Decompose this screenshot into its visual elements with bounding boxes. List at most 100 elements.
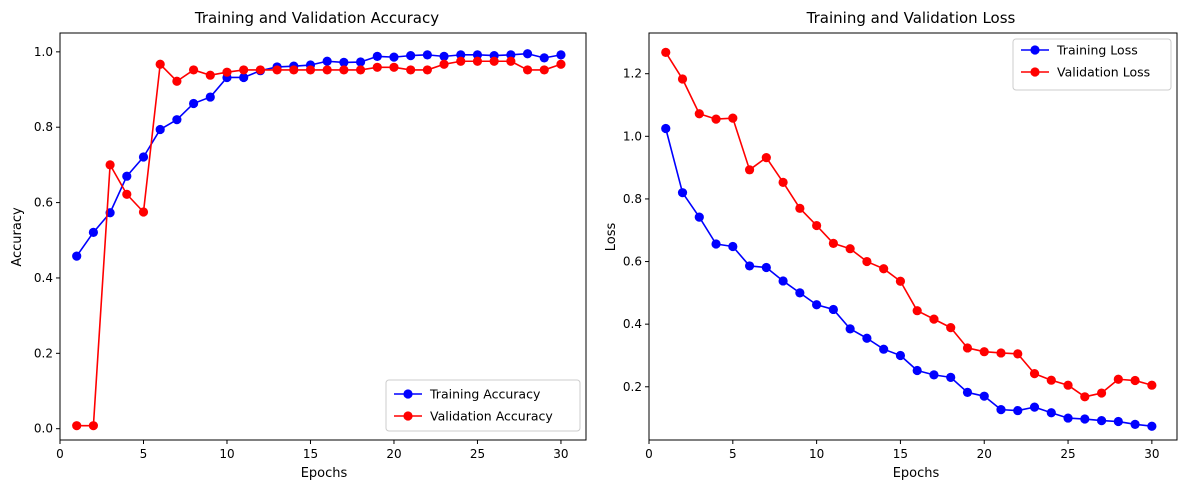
loss-point-training xyxy=(1029,402,1040,412)
loss-legend-box xyxy=(1012,38,1172,91)
accuracy-y-tick-label: 0.8 xyxy=(34,120,53,134)
loss-point-validation xyxy=(1147,380,1157,390)
loss-point-training xyxy=(895,350,906,361)
accuracy-point-training xyxy=(339,57,349,67)
accuracy-legend-label-training: Training Accuracy xyxy=(429,387,541,402)
accuracy-point-validation xyxy=(188,65,199,75)
loss-y-tick-label: 1.2 xyxy=(623,67,642,81)
accuracy-point-validation xyxy=(172,76,182,86)
accuracy-point-validation xyxy=(422,65,432,75)
loss-legend-label-training: Training Loss xyxy=(1056,43,1138,58)
loss-series-line-training xyxy=(664,128,1152,428)
accuracy-point-validation xyxy=(322,65,332,75)
loss-point-training xyxy=(812,300,822,310)
loss-point-training xyxy=(778,276,788,286)
loss-point-training xyxy=(929,370,939,380)
accuracy-point-validation xyxy=(506,56,516,66)
loss-point-training xyxy=(946,372,956,382)
accuracy-point-validation xyxy=(289,65,299,75)
loss-point-training xyxy=(1080,414,1090,424)
accuracy-point-validation xyxy=(222,67,232,77)
loss-series xyxy=(661,47,1157,431)
loss-point-training xyxy=(1147,421,1157,431)
accuracy-point-validation xyxy=(272,65,282,75)
loss-point-training xyxy=(879,344,889,354)
loss-y-tick-label: 0.8 xyxy=(623,192,642,206)
loss-point-validation xyxy=(1063,380,1073,390)
loss-legend-marker-validation xyxy=(1030,67,1040,77)
accuracy-y-tick-label: 1.0 xyxy=(34,45,53,59)
accuracy-y-tick-label: 0.0 xyxy=(34,422,53,436)
accuracy-point-training xyxy=(456,50,466,60)
loss-point-validation xyxy=(795,203,805,213)
accuracy-point-training xyxy=(472,50,483,60)
accuracy-series-line-validation xyxy=(76,60,562,427)
accuracy-point-validation xyxy=(155,59,165,69)
accuracy-ticks: 0 5 10 15 20 25 30 0.0 0.2 0.4 0.6 0.8 1.0 xyxy=(34,45,569,461)
accuracy-point-training xyxy=(556,50,566,60)
accuracy-x-tick-label: 30 xyxy=(553,447,568,461)
loss-point-training xyxy=(1046,408,1056,418)
loss-y-tick-label: 1.0 xyxy=(623,129,642,143)
accuracy-point-training xyxy=(522,49,533,59)
accuracy-x-tick-label: 25 xyxy=(470,447,485,461)
accuracy-point-validation xyxy=(105,160,115,170)
loss-legend-label-validation: Validation Loss xyxy=(1057,65,1150,80)
loss-point-validation xyxy=(996,348,1006,358)
accuracy-legend-label-validation: Validation Accuracy xyxy=(430,409,553,424)
loss-point-training xyxy=(996,405,1006,415)
loss-legend: Training Loss Validation Loss xyxy=(1012,38,1172,91)
loss-point-training xyxy=(862,333,872,343)
accuracy-plot-frame xyxy=(59,32,587,441)
accuracy-point-validation xyxy=(138,207,149,217)
accuracy-point-validation xyxy=(489,56,499,66)
loss-x-tick-label: 5 xyxy=(729,447,737,461)
accuracy-point-training xyxy=(239,72,249,83)
accuracy-point-training xyxy=(372,51,382,61)
accuracy-legend: Training Accuracy Validation Accuracy xyxy=(385,379,581,432)
accuracy-legend-marker-validation xyxy=(403,411,413,421)
loss-point-training xyxy=(1130,419,1140,429)
loss-point-training xyxy=(845,324,855,334)
accuracy-x-tick-label: 15 xyxy=(303,447,318,461)
accuracy-point-validation xyxy=(389,62,399,72)
loss-x-tick-label: 30 xyxy=(1144,447,1159,461)
loss-chart-title: Training and Validation Loss xyxy=(806,9,1016,27)
accuracy-y-axis-label: Accuracy xyxy=(10,207,25,267)
loss-ticks: 0 5 10 15 20 25 30 0.2 0.4 0.6 0.8 1.0 1.2 xyxy=(623,67,1160,461)
loss-point-training xyxy=(711,239,721,249)
loss-point-validation xyxy=(778,177,788,187)
loss-point-validation xyxy=(845,244,855,254)
loss-point-validation xyxy=(711,114,721,124)
accuracy-point-validation xyxy=(255,65,265,75)
loss-point-validation xyxy=(1096,388,1107,398)
accuracy-x-tick-label: 20 xyxy=(386,447,401,461)
accuracy-point-training xyxy=(72,251,82,261)
loss-series-line-validation xyxy=(665,51,1153,398)
loss-point-training xyxy=(744,261,755,271)
accuracy-x-tick-label: 5 xyxy=(140,447,148,461)
loss-x-tick-label: 15 xyxy=(893,447,908,461)
accuracy-point-validation xyxy=(72,421,82,431)
accuracy-point-validation xyxy=(339,65,349,75)
loss-point-training xyxy=(912,365,922,376)
accuracy-point-validation xyxy=(456,56,466,66)
loss-point-validation xyxy=(862,256,872,267)
loss-plot-frame xyxy=(648,32,1178,441)
loss-point-validation xyxy=(828,238,838,248)
accuracy-point-validation xyxy=(406,65,416,75)
accuracy-point-training xyxy=(122,171,132,181)
accuracy-point-validation xyxy=(305,65,316,75)
loss-point-training xyxy=(1113,416,1123,427)
loss-x-tick-label: 10 xyxy=(809,447,824,461)
accuracy-chart-title: Training and Validation Accuracy xyxy=(194,9,439,27)
loss-point-validation xyxy=(677,74,688,84)
accuracy-point-training xyxy=(422,50,432,60)
accuracy-point-training xyxy=(322,56,332,66)
accuracy-point-training xyxy=(439,51,449,61)
accuracy-point-training xyxy=(155,124,165,135)
accuracy-y-tick-label: 0.4 xyxy=(34,271,53,285)
accuracy-point-validation xyxy=(439,59,449,69)
accuracy-point-training xyxy=(539,53,549,63)
loss-x-tick-label: 20 xyxy=(977,447,992,461)
